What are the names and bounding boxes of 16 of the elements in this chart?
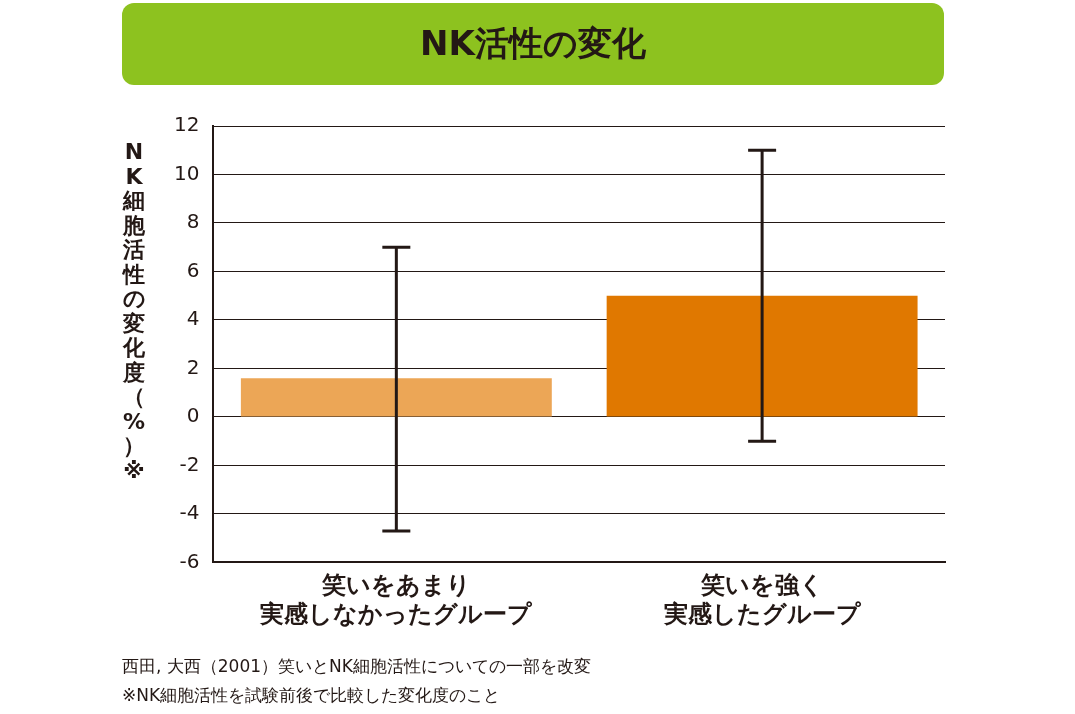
y-tick-label: 4: [186, 306, 200, 331]
text: NK細胞活性の変化度（%）※: [122, 139, 146, 483]
y-tick-label: 6: [186, 257, 200, 282]
y-tick-label: -2: [179, 451, 200, 476]
x-tick-label: 笑いをあまり実感しなかったグループ: [259, 571, 534, 628]
y-tick-label: 10: [174, 160, 200, 185]
y-tick-label: -4: [179, 500, 200, 525]
x-tick-label: 笑いを強く実感したグループ: [662, 571, 862, 628]
y-tick-label: 12: [174, 112, 200, 137]
text: 西田, 大西（2001）笑いとNK細胞活性についての一部を改変: [122, 655, 591, 678]
y-tick-label: 8: [186, 209, 200, 234]
y-tick-label: 2: [186, 354, 200, 379]
chart-title: NK活性の変化: [122, 3, 944, 85]
y-tick-label: 0: [186, 403, 200, 428]
text: ※NK細胞活性を試験前後で比較した変化度のこと: [122, 684, 502, 707]
y-tick-label: -6: [179, 548, 200, 573]
